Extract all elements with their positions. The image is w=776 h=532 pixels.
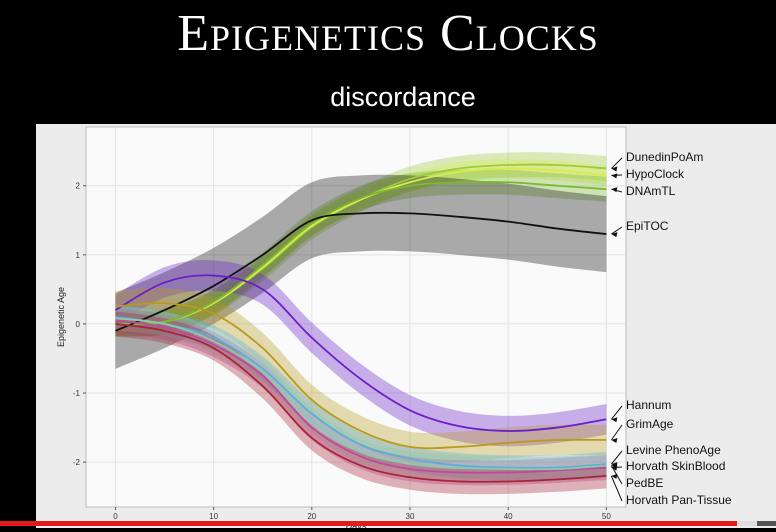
plot-area	[85, 126, 627, 508]
y-tick-label: 0	[76, 320, 81, 329]
series-label: EpiTOC	[626, 219, 669, 233]
confidence-band	[115, 304, 607, 481]
arrow-head	[611, 437, 618, 443]
x-tick-label: 50	[602, 512, 611, 521]
series-line	[115, 302, 607, 450]
label-arrow	[611, 226, 623, 235]
series-label: DNAmTL	[626, 184, 676, 198]
x-tick-label: 30	[406, 512, 415, 521]
arrow-head	[611, 473, 618, 479]
arrow-head	[611, 187, 618, 193]
series-label: Hannum	[626, 398, 671, 412]
arrow-head	[611, 232, 618, 238]
confidence-band	[115, 287, 607, 464]
arrow-head	[611, 173, 618, 179]
series-label: DunedinPoAm	[626, 150, 703, 164]
series-line	[115, 317, 607, 471]
video-progress-fill	[0, 521, 738, 526]
series-label: PedBE	[626, 476, 663, 490]
confidence-band	[115, 158, 607, 334]
arrow-head	[611, 417, 618, 423]
x-tick-label: 20	[307, 512, 316, 521]
x-tick-label: 0	[113, 512, 118, 521]
confidence-band	[115, 174, 607, 369]
slide-title: Epigenetics Clocks	[177, 5, 599, 62]
series-line	[115, 316, 607, 469]
label-arrow	[610, 475, 623, 502]
series-label: Horvath SkinBlood	[626, 459, 725, 473]
series-label: GrimAge	[626, 417, 674, 431]
confidence-band	[115, 169, 607, 337]
arrow-head	[611, 166, 618, 172]
slide-subtitle: discordance	[330, 82, 476, 112]
series-line	[115, 211, 607, 332]
series-label: HypoClock	[626, 167, 685, 181]
series-line	[115, 274, 607, 432]
series-label: Levine PhenoAge	[626, 443, 721, 457]
series-line	[115, 167, 607, 325]
y-axis-label: Epigenetic Age	[56, 287, 66, 347]
y-tick-label: -2	[73, 458, 81, 467]
series-line	[115, 319, 607, 474]
arrow-head	[611, 463, 618, 469]
y-tick-label: 2	[76, 182, 81, 191]
y-tick-label: 1	[76, 251, 81, 260]
label-arrow	[610, 405, 623, 420]
confidence-band	[115, 305, 607, 482]
series-line	[115, 323, 607, 483]
label-arrow	[610, 450, 623, 465]
label-arrow	[610, 424, 623, 441]
y-tick-label: -1	[73, 389, 81, 398]
label-arrow	[611, 157, 623, 169]
x-tick-label: 10	[209, 512, 218, 521]
video-buffer-fill	[737, 521, 757, 526]
x-tick-label: 40	[504, 512, 513, 521]
confidence-band	[115, 152, 607, 337]
series-label: Horvath Pan-Tissue	[626, 493, 732, 507]
video-progress-bar[interactable]	[0, 521, 776, 526]
